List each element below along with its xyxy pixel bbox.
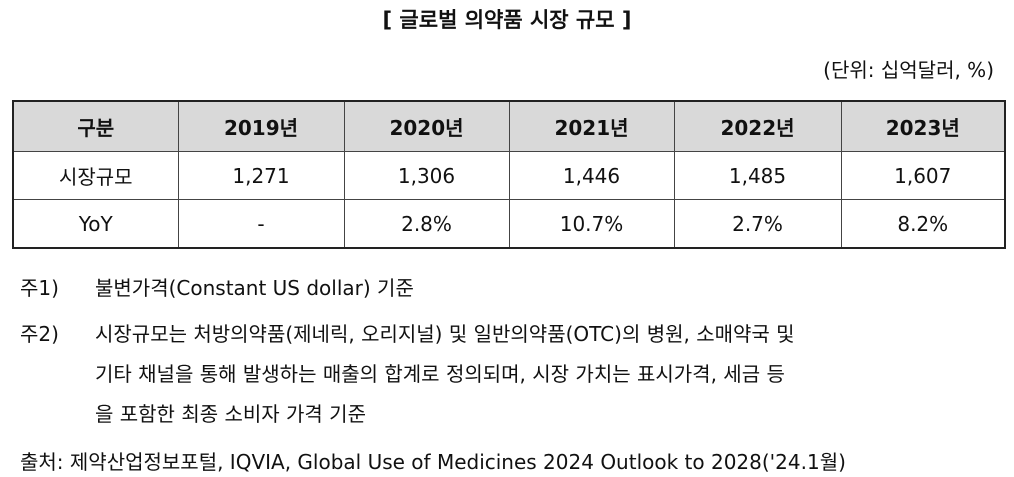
cell: 1,446	[508, 151, 675, 200]
note-line: 불변가격(Constant US dollar) 기준	[95, 276, 414, 300]
cell: 2.8%	[343, 199, 510, 249]
cell: 1,485	[673, 151, 842, 200]
table: 구분 2019년 2020년 2021년 2022년 2023년 시장규모 1,…	[12, 100, 1006, 249]
source: 출처: 제약산업정보포털, IQVIA, Global Use of Medic…	[20, 450, 846, 474]
cell: YoY	[12, 199, 179, 249]
note-line: 을 포함한 최종 소비자 가격 기준	[95, 402, 366, 426]
title: [ 글로벌 의약품 시장 규모 ]	[382, 8, 632, 32]
header-cell: 2022년	[673, 100, 842, 152]
cell: 2.7%	[673, 199, 842, 249]
cell: 1,271	[177, 151, 345, 200]
header-cell: 2021년	[508, 100, 675, 152]
header-cell: 2020년	[343, 100, 510, 152]
row: YoY - 2.8% 10.7% 2.7% 8.2%	[12, 199, 1006, 249]
header-row: 구분 2019년 2020년 2021년 2022년 2023년	[12, 100, 1006, 152]
cell: 1,306	[343, 151, 510, 200]
unit: (단위: 십억달러, %)	[823, 58, 994, 82]
note-line: 시장규모는 처방의약품(제네릭, 오리지널) 및 일반의약품(OTC)의 병원,…	[95, 322, 795, 346]
note-line: 기타 채널을 통해 발생하는 매출의 합계로 정의되며, 시장 가치는 표시가격…	[95, 362, 785, 386]
header-cell: 구분	[12, 100, 179, 152]
cell: 시장규모	[12, 151, 179, 200]
header-cell: 2019년	[177, 100, 345, 152]
cell: 10.7%	[508, 199, 675, 249]
header-cell: 2023년	[840, 100, 1006, 152]
row: 시장규모 1,271 1,306 1,446 1,485 1,607	[12, 151, 1006, 200]
cell: 8.2%	[840, 199, 1006, 249]
note-label: 주2)	[20, 322, 59, 346]
note-label: 주1)	[20, 276, 59, 300]
cell: -	[177, 199, 345, 249]
cell: 1,607	[840, 151, 1006, 200]
